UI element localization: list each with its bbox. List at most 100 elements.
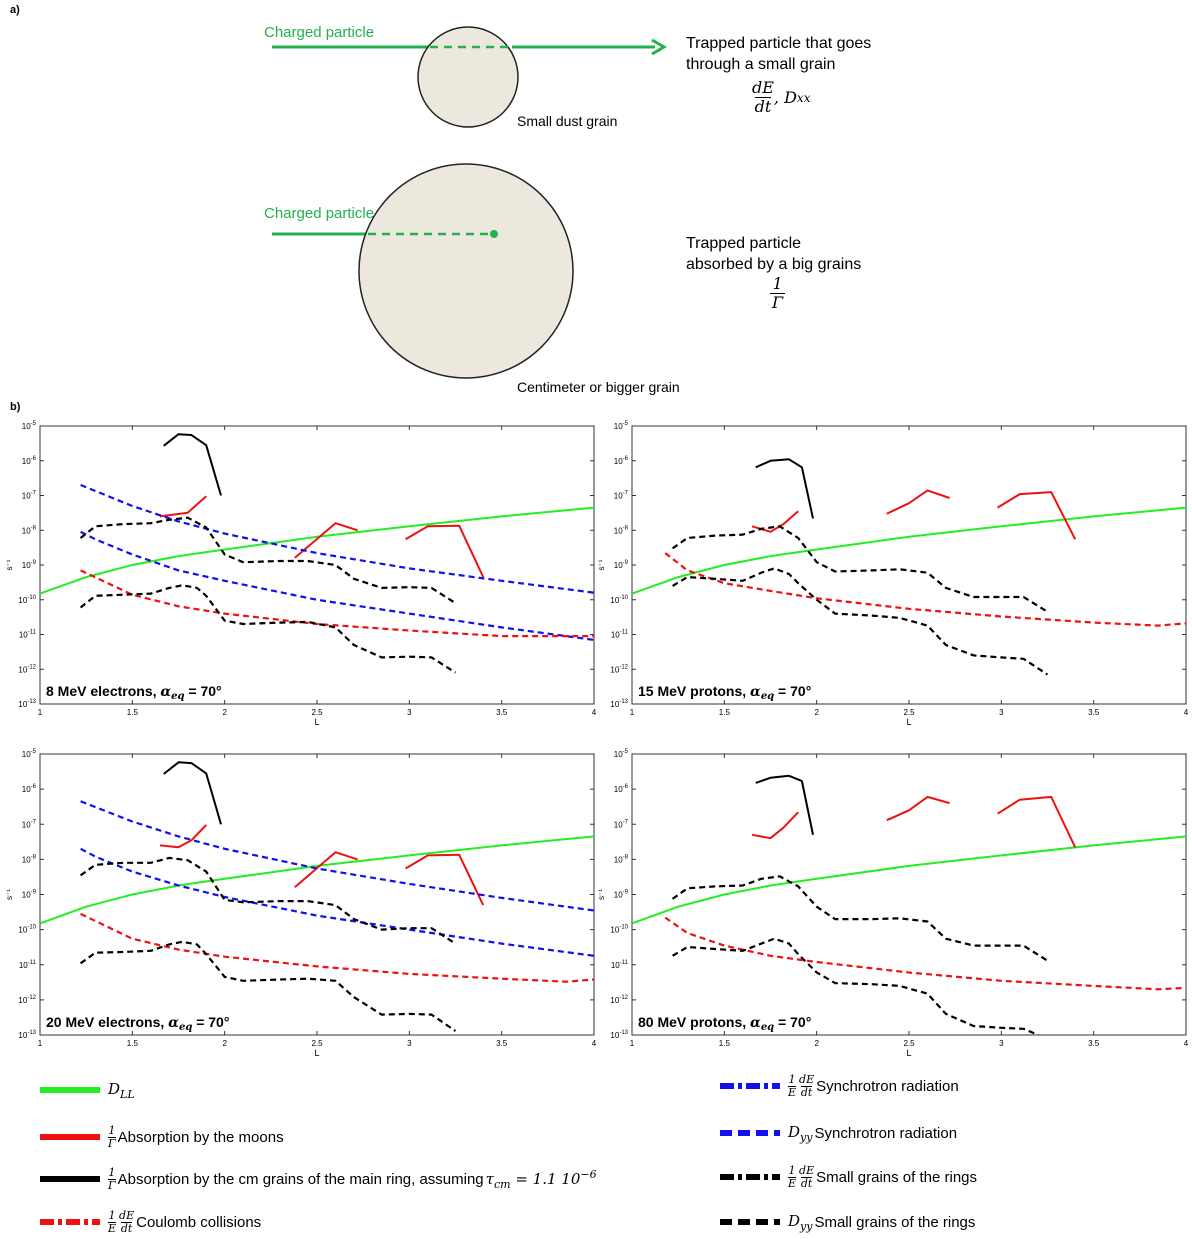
chart-title: 20 MeV electrons, αeq = 70° bbox=[46, 1014, 229, 1033]
series-line-red-7 bbox=[80, 912, 594, 983]
x-tick-label: 1.5 bbox=[127, 708, 139, 717]
legend-item-synch_dyy: Dyy Synchrotron radiation bbox=[720, 1121, 957, 1145]
x-tick-label: 1.5 bbox=[127, 1039, 139, 1048]
big-grain bbox=[358, 163, 574, 379]
x-tick-label: 1 bbox=[630, 708, 635, 717]
x-tick-label: 1.5 bbox=[719, 708, 731, 717]
formula-gamma: Γ bbox=[770, 293, 786, 312]
y-tick-label: 10-11 bbox=[19, 630, 37, 640]
legend-swatch bbox=[40, 1219, 100, 1225]
x-tick-label: 3.5 bbox=[1088, 1039, 1100, 1048]
series-line-blue-6 bbox=[80, 847, 594, 957]
y-tick-label: 10-13 bbox=[610, 1030, 628, 1040]
x-tick-label: 4 bbox=[592, 708, 597, 717]
formula-dt: dt bbox=[754, 97, 772, 116]
x-tick-label: 1 bbox=[38, 1039, 43, 1048]
legend-text: Small grains of the rings bbox=[814, 1213, 976, 1231]
legend-tau: τcm = 1.1 10−6 bbox=[485, 1167, 597, 1191]
panel-b-charts: 10-13 10-12 10-11 10-10 10-9 10-8 10-7 10-6 10-5… bbox=[5, 421, 1189, 727]
series-line-black-7 bbox=[672, 567, 1049, 676]
series-line-red-2 bbox=[294, 522, 358, 559]
big-grain-description: Trapped particle absorbed by a big grain… bbox=[686, 233, 861, 275]
y-axis-label: s⁻¹ bbox=[5, 559, 14, 570]
small-dust-grain bbox=[417, 26, 519, 128]
x-tick-label: 3.5 bbox=[1088, 708, 1100, 717]
small-grain-description: Trapped particle that goes through a sma… bbox=[686, 33, 871, 75]
y-tick-label: 10-6 bbox=[22, 456, 37, 466]
y-tick-label: 10-5 bbox=[22, 749, 37, 759]
y-tick-label: 10-12 bbox=[610, 664, 628, 674]
x-tick-label: 2 bbox=[222, 708, 227, 717]
series-line-red-3 bbox=[997, 795, 1077, 848]
series-line-red-3 bbox=[405, 524, 485, 578]
formula-dE: dE bbox=[752, 78, 774, 97]
chart-title: 15 MeV protons, αeq = 70° bbox=[638, 683, 811, 702]
x-tick-label: 2.5 bbox=[311, 708, 323, 717]
legend-text: Absorption by the cm grains of the main … bbox=[117, 1170, 484, 1188]
big-grain-formula: 1 Γ bbox=[770, 274, 786, 312]
x-tick-label: 3 bbox=[999, 708, 1004, 717]
y-axis-label: s⁻¹ bbox=[597, 559, 606, 570]
series-line-black-6 bbox=[671, 525, 1049, 613]
y-tick-label: 10-8 bbox=[614, 525, 629, 535]
legend-text: Absorption by the moons bbox=[117, 1128, 284, 1146]
y-tick-label: 10-10 bbox=[610, 595, 628, 605]
x-tick-label: 2.5 bbox=[903, 1039, 915, 1048]
y-tick-label: 10-8 bbox=[22, 525, 37, 535]
y-tick-label: 10-9 bbox=[614, 560, 629, 570]
series-line-green-0 bbox=[40, 835, 594, 925]
y-tick-label: 10-7 bbox=[22, 819, 37, 829]
legend-swatch bbox=[720, 1219, 780, 1225]
series-group bbox=[632, 774, 1186, 1035]
x-tick-label: 2.5 bbox=[903, 708, 915, 717]
series-line-black-4 bbox=[163, 433, 222, 496]
x-tick-label: 3 bbox=[407, 708, 412, 717]
charged-particle-label-bottom: Charged particle bbox=[264, 205, 375, 222]
plot-frame bbox=[631, 425, 1187, 705]
chart-0: 10-13 10-12 10-11 10-10 10-9 10-8 10-7 10-6 10-5… bbox=[5, 421, 597, 727]
chart-3: 10-13 10-12 10-11 10-10 10-9 10-8 10-7 10-6 10-5… bbox=[597, 749, 1189, 1058]
legend-math: Dyy bbox=[788, 1211, 813, 1233]
y-tick-label: 10-13 bbox=[18, 699, 36, 709]
y-tick-label: 10-7 bbox=[22, 491, 37, 501]
series-line-green-0 bbox=[632, 835, 1186, 925]
legend-math: DLL bbox=[108, 1079, 135, 1101]
y-tick-label: 10-12 bbox=[610, 995, 628, 1005]
formula-one: 1 bbox=[772, 274, 783, 293]
y-tick-label: 10-13 bbox=[18, 1030, 36, 1040]
y-tick-label: 10-11 bbox=[611, 960, 629, 970]
y-tick-label: 10-12 bbox=[18, 995, 36, 1005]
formula-d: , D bbox=[773, 88, 797, 107]
y-tick-label: 10-10 bbox=[18, 925, 36, 935]
chart-1: 10-13 10-12 10-11 10-10 10-9 10-8 10-7 10-6 10-5… bbox=[597, 421, 1189, 727]
series-line-black-8 bbox=[79, 516, 457, 605]
series-line-blue-5 bbox=[80, 800, 594, 912]
x-tick-label: 4 bbox=[1184, 708, 1189, 717]
legend-math: Dyy bbox=[788, 1122, 813, 1144]
series-line-black-4 bbox=[755, 458, 814, 519]
legend-item-dll: DLL bbox=[40, 1078, 137, 1102]
series-line-red-1 bbox=[159, 495, 207, 518]
x-tick-label: 1 bbox=[630, 1039, 635, 1048]
charged-particle-label-top: Charged particle bbox=[264, 24, 375, 41]
y-tick-label: 10-10 bbox=[18, 595, 36, 605]
series-line-black-9 bbox=[79, 940, 457, 1032]
panel-b-tag: b) bbox=[10, 401, 21, 413]
y-tick-label: 10-11 bbox=[611, 630, 629, 640]
y-tick-label: 10-8 bbox=[614, 854, 629, 864]
legend-text: Synchrotron radiation bbox=[814, 1124, 958, 1142]
x-axis-label: L bbox=[314, 717, 319, 727]
x-axis-label: L bbox=[906, 1048, 911, 1058]
legend-swatch bbox=[40, 1087, 100, 1093]
panel-a-tag: a) bbox=[10, 4, 20, 16]
y-axis-label: s⁻¹ bbox=[597, 889, 606, 900]
legend-text: Synchrotron radiation bbox=[816, 1077, 959, 1095]
series-group bbox=[632, 458, 1186, 676]
y-tick-label: 10-5 bbox=[22, 421, 37, 431]
legend-swatch bbox=[720, 1174, 780, 1180]
legend: DLL 1 Γ Absorption by the moons 1 Γ Absorpti… bbox=[0, 1068, 1192, 1239]
